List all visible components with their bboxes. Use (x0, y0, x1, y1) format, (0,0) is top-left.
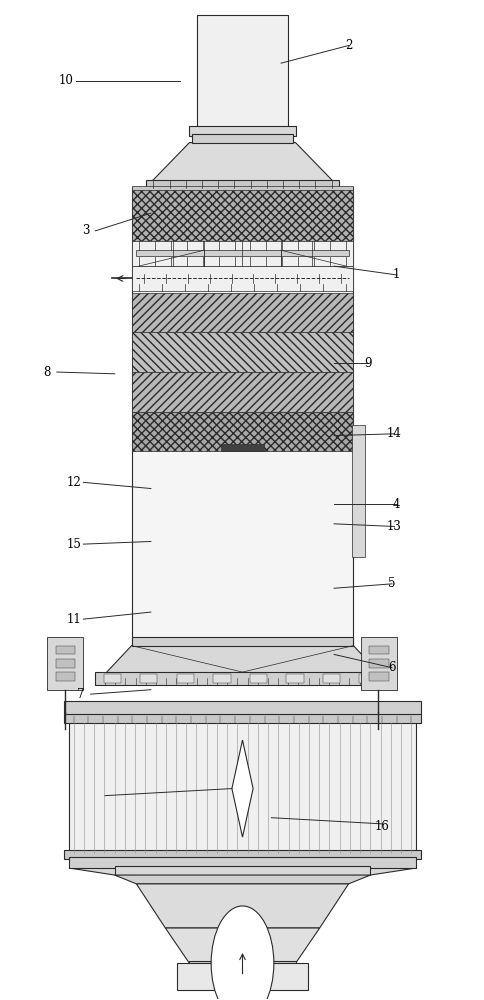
Bar (136, 250, 348, 256)
Bar (249, 674, 267, 683)
Bar (56, 672, 75, 681)
Bar (177, 963, 307, 990)
Bar (146, 180, 338, 188)
Bar (322, 674, 339, 683)
Bar (131, 293, 353, 332)
Text: 10: 10 (59, 74, 74, 87)
Bar (368, 646, 388, 654)
Text: 7: 7 (77, 688, 85, 701)
Bar (115, 866, 369, 875)
Bar (131, 187, 353, 646)
Text: 12: 12 (66, 476, 81, 489)
Bar (56, 646, 75, 654)
Bar (140, 674, 157, 683)
Bar (69, 857, 415, 868)
Bar (189, 126, 295, 136)
Text: 13: 13 (386, 520, 401, 533)
Bar (47, 637, 83, 690)
Text: 11: 11 (66, 613, 81, 626)
Polygon shape (115, 875, 369, 884)
Bar (64, 850, 420, 859)
Bar (212, 674, 230, 683)
Text: 16: 16 (374, 820, 389, 833)
Bar (131, 266, 353, 291)
Text: 1: 1 (393, 268, 400, 281)
Bar (131, 187, 353, 244)
Bar (359, 674, 376, 683)
Polygon shape (69, 868, 415, 875)
Text: 6: 6 (387, 661, 395, 674)
Polygon shape (136, 884, 348, 928)
Bar (368, 672, 388, 681)
Text: 4: 4 (392, 498, 400, 511)
Text: 15: 15 (66, 538, 81, 551)
Bar (368, 659, 388, 668)
Circle shape (211, 906, 273, 1000)
Bar (352, 425, 364, 557)
Text: 3: 3 (82, 224, 90, 237)
Bar (131, 332, 353, 372)
Polygon shape (103, 646, 381, 676)
Polygon shape (165, 928, 319, 963)
Text: 8: 8 (44, 366, 51, 379)
Text: 2: 2 (344, 39, 351, 52)
Text: 14: 14 (386, 427, 401, 440)
Polygon shape (231, 740, 253, 837)
Bar (176, 674, 194, 683)
Bar (69, 713, 415, 723)
Bar (131, 241, 353, 266)
Bar (286, 674, 303, 683)
Bar (69, 721, 415, 853)
Text: 9: 9 (363, 357, 371, 370)
Bar (192, 134, 292, 143)
Bar (64, 713, 420, 723)
Bar (104, 674, 121, 683)
Text: 5: 5 (387, 577, 395, 590)
Bar (197, 15, 287, 129)
Bar (64, 701, 420, 714)
Bar (95, 672, 389, 685)
Bar (56, 659, 75, 668)
Bar (189, 961, 295, 968)
Bar (131, 412, 353, 451)
Bar (220, 444, 264, 451)
Bar (131, 186, 353, 190)
Bar (360, 637, 396, 690)
Bar (131, 372, 353, 412)
Polygon shape (151, 143, 333, 182)
Bar (131, 637, 353, 646)
